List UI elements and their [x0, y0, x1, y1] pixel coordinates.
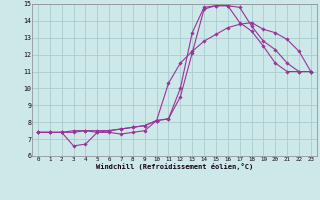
- X-axis label: Windchill (Refroidissement éolien,°C): Windchill (Refroidissement éolien,°C): [96, 163, 253, 170]
